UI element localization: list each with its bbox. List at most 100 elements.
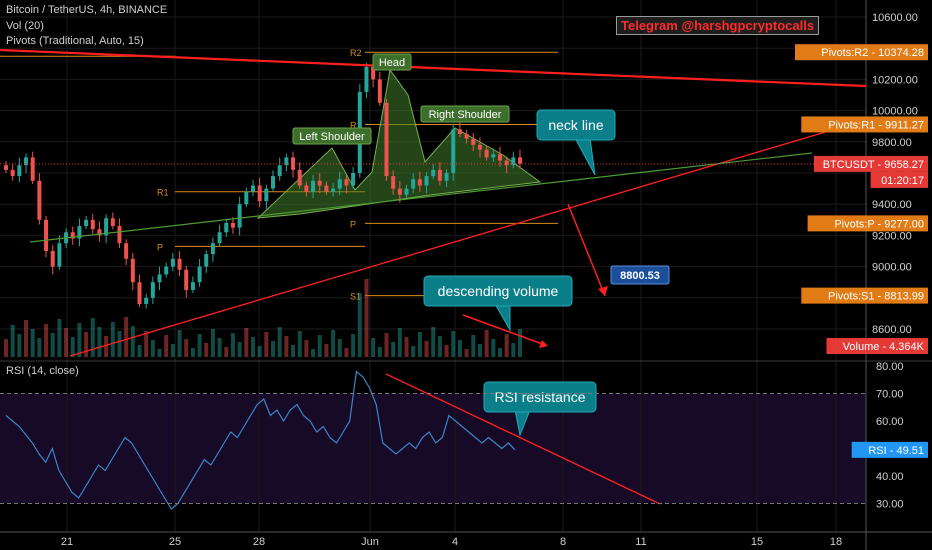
volume-bar — [64, 328, 69, 357]
target-price-bg — [610, 265, 670, 285]
rsi-tick-label: 70.00 — [876, 389, 904, 401]
neck-line-annotation: neck line — [548, 117, 603, 133]
candle-body — [337, 179, 342, 189]
countdown-tag: 01:20:17 — [881, 175, 924, 187]
pivot-tag-s1: Pivots:S1 - 8813.99 — [828, 291, 924, 303]
price-tick-label: 9800.00 — [872, 137, 912, 149]
volume-bar — [4, 339, 8, 357]
volume-bar — [464, 349, 469, 357]
volume-bar — [184, 339, 189, 357]
older-pivot-label: R1 — [157, 188, 169, 198]
candle-body — [250, 185, 255, 192]
volume-bar — [204, 343, 209, 357]
candle-body — [137, 282, 142, 305]
rsi-tick-label: 30.00 — [876, 499, 904, 511]
volume-bar — [104, 336, 109, 357]
time-tick-label: 15 — [751, 536, 763, 548]
volume-bar — [190, 348, 195, 357]
volume-bar — [177, 330, 182, 357]
current-price-tag-bg — [813, 155, 928, 172]
candle-body — [457, 129, 462, 134]
volume-bar — [411, 346, 416, 357]
time-tick-label: 4 — [452, 536, 458, 548]
candle-body — [210, 243, 215, 255]
rsi-tick-label: 60.00 — [876, 416, 904, 428]
volume-bar — [250, 337, 255, 357]
time-tick-label: 28 — [253, 536, 265, 548]
volume-bar — [518, 329, 522, 357]
volume-bar — [371, 338, 376, 357]
volume-bar — [351, 334, 356, 357]
candle-body — [331, 188, 336, 192]
pivot-tag-s1-bg — [801, 287, 928, 304]
candle-body — [364, 66, 369, 92]
head-label: Head — [379, 57, 405, 69]
candle-body — [130, 258, 135, 283]
volume-tag: Volume - 4.364K — [843, 341, 925, 353]
head-shoulders-pattern — [256, 68, 542, 219]
volume-legend: Vol (20) — [6, 20, 44, 32]
pivot-tag-r1: Pivots:R1 - 9911.27 — [828, 119, 924, 131]
candle-body — [244, 191, 249, 205]
candle-body — [511, 157, 516, 166]
volume-bar — [457, 340, 462, 357]
volume-bar — [497, 348, 502, 357]
candle-body — [10, 169, 15, 177]
volume-bar — [504, 334, 509, 357]
volume-arrowhead — [539, 340, 548, 348]
candle-body — [50, 251, 55, 267]
target-arrow — [567, 203, 606, 297]
candle-body — [110, 218, 115, 227]
price-tick-label: 9400.00 — [872, 199, 912, 211]
candle-body — [30, 157, 35, 181]
volume-bar — [477, 344, 482, 357]
candle-body — [237, 204, 242, 228]
volume-arrow — [462, 314, 546, 346]
volume-bar — [124, 317, 129, 357]
candle-body — [311, 180, 316, 192]
price-tick-label: 9000.00 — [872, 262, 912, 274]
volume-bar — [271, 341, 276, 357]
candle-body — [271, 176, 276, 189]
telegram-watermark: Telegram @harshgpcryptocalls — [616, 16, 820, 35]
volume-bar — [344, 348, 349, 357]
candle-body — [224, 222, 229, 233]
price-tick-label: 10000.00 — [872, 106, 918, 118]
candle-body — [204, 254, 209, 267]
volume-tag-bg — [826, 338, 928, 354]
volume-bar — [404, 337, 409, 357]
volume-bar — [244, 328, 249, 357]
candle-body — [57, 243, 62, 267]
rsi-tick-label: 80.00 — [876, 361, 904, 373]
candle-body — [170, 258, 175, 267]
candle-body — [351, 173, 356, 186]
volume-bar — [471, 335, 476, 357]
candle-body — [424, 176, 429, 186]
volume-bar — [304, 340, 309, 357]
candle-body — [90, 219, 95, 230]
candle-body — [344, 179, 349, 186]
rsi-value-tag: RSI - 49.51 — [868, 445, 924, 457]
volume-bar — [57, 319, 62, 357]
volume-bar — [377, 347, 382, 357]
descending-trendline — [0, 48, 867, 88]
candle-body — [124, 243, 129, 259]
rsi-value-tag-bg — [851, 441, 928, 458]
candle-body — [177, 258, 182, 270]
volume-bar — [30, 329, 35, 357]
volume-bar — [277, 327, 282, 357]
volume-bar — [117, 331, 122, 357]
candle-body — [70, 232, 75, 239]
volume-bar — [451, 331, 456, 357]
left-shoulder-label-bg — [292, 127, 372, 145]
candle-body — [371, 66, 376, 80]
volume-bar — [197, 334, 202, 357]
pivot-label-s1: S1 — [350, 292, 361, 302]
ascending-trendline — [69, 119, 867, 357]
volume-bar — [484, 330, 489, 357]
volume-bar — [431, 327, 436, 357]
volume-bar — [77, 323, 82, 357]
candle-body — [104, 218, 109, 236]
candle-body — [497, 154, 502, 161]
